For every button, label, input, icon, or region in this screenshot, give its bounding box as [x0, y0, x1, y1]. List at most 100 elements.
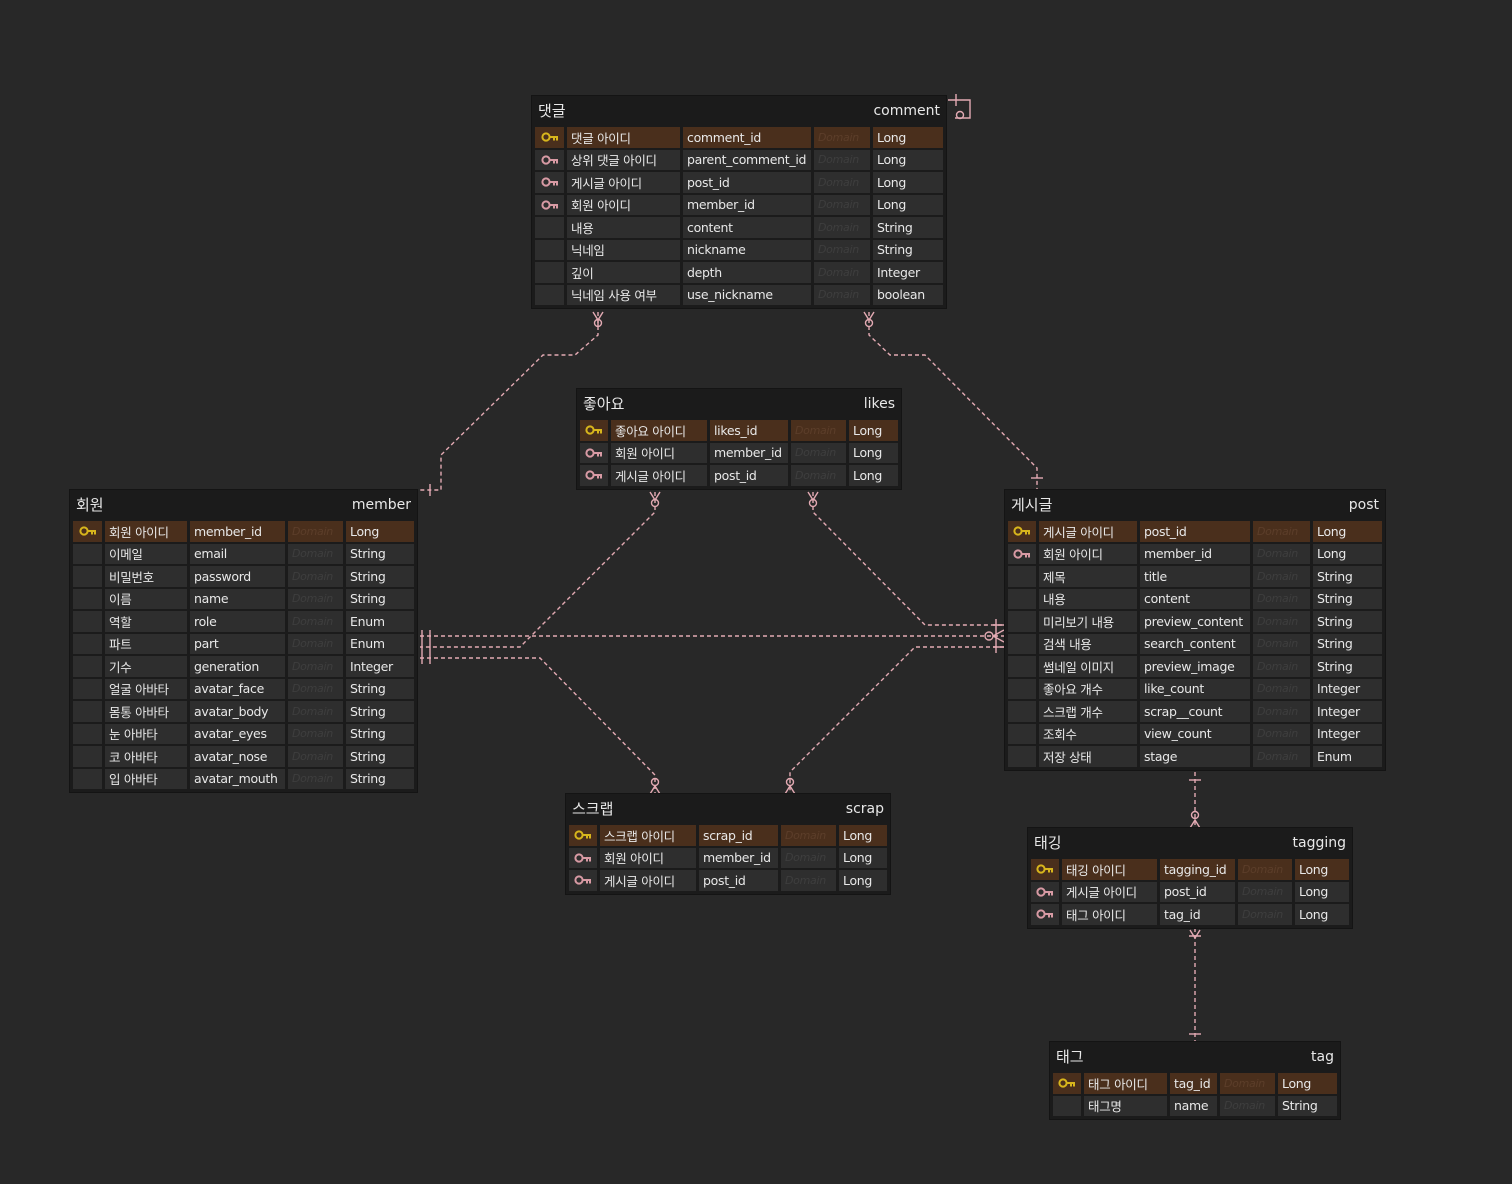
attribute-domain: Domain [1253, 746, 1310, 767]
attribute-physical-name: role [190, 611, 285, 632]
attribute-row[interactable]: 게시글 아이디 post_id Domain Long [580, 465, 898, 486]
attribute-physical-name: preview_content [1140, 611, 1250, 632]
attribute-row[interactable]: 회원 아이디 member_id Domain Long [73, 521, 414, 542]
attribute-type: Long [849, 420, 898, 441]
attribute-domain: Domain [1253, 543, 1310, 564]
entity-scrap[interactable]: 스크랩 scrap 스크랩 아이디 scrap_id Domain Long 회원 아이디 m… [566, 794, 890, 894]
attribute-row[interactable]: 코 아바타 avatar_nose Domain String [73, 746, 414, 767]
attribute-row[interactable]: 댓글 아이디 comment_id Domain Long [535, 127, 943, 148]
attribute-row[interactable]: 제목 title Domain String [1008, 566, 1382, 587]
key-cell [1008, 543, 1036, 564]
attribute-row[interactable]: 조회수 view_count Domain Integer [1008, 723, 1382, 744]
attribute-row[interactable]: 태그명 name Domain String [1053, 1095, 1337, 1116]
rel-member-likes[interactable] [812, 492, 1004, 626]
entity-likes[interactable]: 좋아요 likes 좋아요 아이디 likes_id Domain Long 회원 아이디 m… [577, 389, 901, 489]
attribute-physical-name: search_content [1140, 633, 1250, 654]
attribute-row[interactable]: 썸네일 이미지 preview_image Domain String [1008, 656, 1382, 677]
attribute-row[interactable]: 입 아바타 avatar_mouth Domain String [73, 768, 414, 789]
attribute-row[interactable]: 비밀번호 password Domain String [73, 566, 414, 587]
entity-member[interactable]: 회원 member 회원 아이디 member_id Domain Long 이메일 emai… [70, 490, 417, 792]
attribute-row[interactable]: 이름 name Domain String [73, 588, 414, 609]
attribute-row[interactable]: 기수 generation Domain Integer [73, 656, 414, 677]
attribute-physical-name: member_id [1140, 543, 1250, 564]
attribute-row[interactable]: 태그 아이디 tag_id Domain Long [1031, 904, 1349, 925]
attribute-row[interactable]: 역할 role Domain Enum [73, 611, 414, 632]
attribute-row[interactable]: 파트 part Domain Enum [73, 633, 414, 654]
attribute-domain: Domain [814, 149, 870, 170]
attribute-row[interactable]: 게시글 아이디 post_id Domain Long [535, 172, 943, 193]
key-cell [1031, 859, 1059, 880]
attribute-row[interactable]: 회원 아이디 member_id Domain Long [1008, 543, 1382, 564]
attribute-domain: Domain [288, 633, 343, 654]
attribute-row[interactable]: 저장 상태 stage Domain Enum [1008, 746, 1382, 767]
entity-header[interactable]: 좋아요 likes [580, 389, 898, 418]
attribute-row[interactable]: 깊이 depth Domain Integer [535, 262, 943, 283]
entity-header[interactable]: 댓글 comment [535, 96, 943, 125]
attribute-physical-name: member_id [710, 442, 788, 463]
attribute-logical-name: 비밀번호 [105, 566, 187, 587]
entity-header[interactable]: 회원 member [73, 490, 414, 519]
rel-post-likes[interactable] [420, 492, 656, 648]
attribute-logical-name: 조회수 [1039, 723, 1137, 744]
key-cell [73, 543, 102, 564]
attribute-row[interactable]: 태그 아이디 tag_id Domain Long [1053, 1073, 1337, 1094]
attribute-row[interactable]: 좋아요 아이디 likes_id Domain Long [580, 420, 898, 441]
attribute-row[interactable]: 미리보기 내용 preview_content Domain String [1008, 611, 1382, 632]
entity-tagging[interactable]: 태깅 tagging 태깅 아이디 tagging_id Domain Long 게시글 아… [1028, 828, 1352, 928]
attribute-row[interactable]: 좋아요 개수 like_count Domain Integer [1008, 678, 1382, 699]
entity-header[interactable]: 태그 tag [1053, 1042, 1337, 1071]
entity-header[interactable]: 스크랩 scrap [569, 794, 887, 823]
attribute-row[interactable]: 회원 아이디 member_id Domain Long [580, 442, 898, 463]
attribute-domain: Domain [1220, 1073, 1275, 1094]
rel-member-scrap[interactable] [420, 657, 656, 794]
attribute-row[interactable]: 회원 아이디 member_id Domain Long [569, 847, 887, 868]
key-cell [73, 588, 102, 609]
key-cell [535, 239, 564, 260]
rel-member-comment[interactable] [420, 312, 599, 491]
entity-tag[interactable]: 태그 tag 태그 아이디 tag_id Domain Long 태그명 name Domain… [1050, 1042, 1340, 1119]
attribute-domain: Domain [288, 746, 343, 767]
rel-post-scrap[interactable] [789, 646, 1004, 794]
attribute-physical-name: likes_id [710, 420, 788, 441]
attribute-row[interactable]: 눈 아바타 avatar_eyes Domain String [73, 723, 414, 744]
key-cell [73, 746, 102, 767]
attribute-row[interactable]: 검색 내용 search_content Domain String [1008, 633, 1382, 654]
attribute-type: String [1278, 1095, 1337, 1116]
attribute-type: Long [873, 172, 943, 193]
attribute-domain: Domain [814, 262, 870, 283]
attribute-row[interactable]: 회원 아이디 member_id Domain Long [535, 194, 943, 215]
attribute-row[interactable]: 닉네임 사용 여부 use_nickname Domain boolean [535, 284, 943, 305]
attribute-row[interactable]: 몸통 아바타 avatar_body Domain String [73, 701, 414, 722]
attribute-row[interactable]: 내용 content Domain String [1008, 588, 1382, 609]
attribute-row[interactable]: 내용 content Domain String [535, 217, 943, 238]
attribute-row[interactable]: 닉네임 nickname Domain String [535, 239, 943, 260]
primary-key-icon [585, 425, 603, 435]
entity-header[interactable]: 태깅 tagging [1031, 828, 1349, 857]
attribute-logical-name: 역할 [105, 611, 187, 632]
attribute-logical-name: 스크랩 아이디 [600, 825, 696, 846]
entity-header[interactable]: 게시글 post [1008, 490, 1382, 519]
attribute-row[interactable]: 상위 댓글 아이디 parent_comment_id Domain Long [535, 149, 943, 170]
attribute-row[interactable]: 게시글 아이디 post_id Domain Long [1008, 521, 1382, 542]
attribute-row[interactable]: 게시글 아이디 post_id Domain Long [1031, 881, 1349, 902]
attribute-physical-name: name [1170, 1095, 1217, 1116]
attribute-row[interactable]: 스크랩 개수 scrap__count Domain Integer [1008, 701, 1382, 722]
key-cell [73, 566, 102, 587]
foreign-key-icon [1013, 549, 1031, 559]
attribute-type: Long [1313, 521, 1382, 542]
attribute-row[interactable]: 이메일 email Domain String [73, 543, 414, 564]
attribute-row[interactable]: 태깅 아이디 tagging_id Domain Long [1031, 859, 1349, 880]
attribute-row[interactable]: 얼굴 아바타 avatar_face Domain String [73, 678, 414, 699]
attribute-row[interactable]: 게시글 아이디 post_id Domain Long [569, 870, 887, 891]
entity-comment[interactable]: 댓글 comment 댓글 아이디 comment_id Domain Long 상위 댓글… [532, 96, 946, 308]
entity-physical-name: tagging [1292, 834, 1347, 851]
attribute-type: boolean [873, 284, 943, 305]
attribute-logical-name: 태그명 [1084, 1095, 1167, 1116]
key-cell [535, 127, 564, 148]
attribute-logical-name: 이름 [105, 588, 187, 609]
entity-logical-name: 게시글 [1011, 496, 1053, 514]
entity-post[interactable]: 게시글 post 게시글 아이디 post_id Domain Long 회원 아이디 mem… [1005, 490, 1385, 770]
attribute-physical-name: view_count [1140, 723, 1250, 744]
attribute-row[interactable]: 스크랩 아이디 scrap_id Domain Long [569, 825, 887, 846]
attribute-type: String [1313, 633, 1382, 654]
